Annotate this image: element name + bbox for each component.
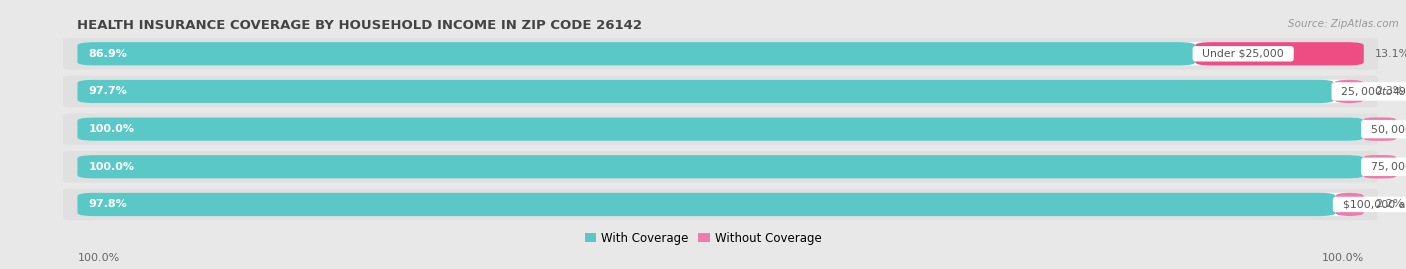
FancyBboxPatch shape: [1334, 80, 1364, 103]
FancyBboxPatch shape: [77, 193, 1364, 216]
Text: 86.9%: 86.9%: [89, 49, 128, 59]
Text: 2.3%: 2.3%: [1375, 86, 1403, 97]
Text: 97.8%: 97.8%: [89, 199, 128, 210]
Text: Source: ZipAtlas.com: Source: ZipAtlas.com: [1288, 19, 1399, 29]
FancyBboxPatch shape: [63, 114, 1378, 145]
FancyBboxPatch shape: [77, 155, 1364, 178]
FancyBboxPatch shape: [77, 80, 1334, 103]
FancyBboxPatch shape: [77, 193, 1336, 216]
FancyBboxPatch shape: [1364, 118, 1396, 141]
FancyBboxPatch shape: [77, 80, 1364, 103]
Text: 2.2%: 2.2%: [1375, 199, 1403, 210]
FancyBboxPatch shape: [77, 42, 1195, 65]
Text: $25,000 to $49,999: $25,000 to $49,999: [1334, 85, 1406, 98]
FancyBboxPatch shape: [77, 118, 1364, 141]
Text: 13.1%: 13.1%: [1375, 49, 1406, 59]
Text: 97.7%: 97.7%: [89, 86, 128, 97]
FancyBboxPatch shape: [63, 151, 1378, 182]
Legend: With Coverage, Without Coverage: With Coverage, Without Coverage: [579, 227, 827, 250]
FancyBboxPatch shape: [1195, 42, 1364, 65]
Text: Under $25,000: Under $25,000: [1195, 49, 1291, 59]
Text: $50,000 to $74,999: $50,000 to $74,999: [1364, 123, 1406, 136]
Text: 100.0%: 100.0%: [77, 253, 120, 263]
Text: HEALTH INSURANCE COVERAGE BY HOUSEHOLD INCOME IN ZIP CODE 26142: HEALTH INSURANCE COVERAGE BY HOUSEHOLD I…: [77, 19, 643, 32]
Text: $100,000 and over: $100,000 and over: [1336, 199, 1406, 210]
FancyBboxPatch shape: [77, 155, 1364, 178]
FancyBboxPatch shape: [63, 38, 1378, 69]
Text: $75,000 to $99,999: $75,000 to $99,999: [1364, 160, 1406, 173]
FancyBboxPatch shape: [1336, 193, 1364, 216]
FancyBboxPatch shape: [77, 118, 1364, 141]
Text: 100.0%: 100.0%: [89, 124, 135, 134]
Text: 100.0%: 100.0%: [89, 162, 135, 172]
FancyBboxPatch shape: [1364, 155, 1396, 178]
FancyBboxPatch shape: [63, 189, 1378, 220]
FancyBboxPatch shape: [63, 76, 1378, 107]
FancyBboxPatch shape: [77, 42, 1364, 65]
Text: 100.0%: 100.0%: [1322, 253, 1364, 263]
